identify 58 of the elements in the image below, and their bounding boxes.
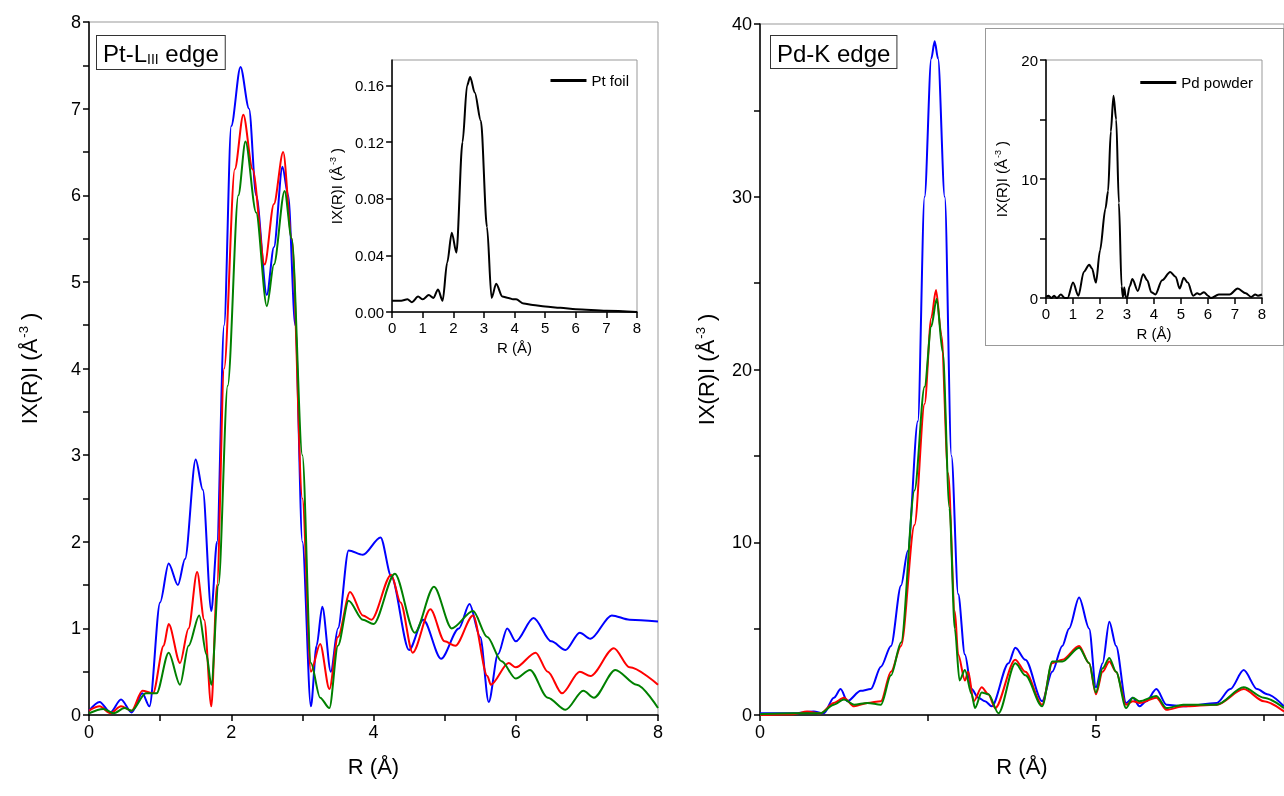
y-tick-label: 0.00 <box>354 303 385 321</box>
x-axis-title: R (Å) <box>996 753 1048 779</box>
y-tick-label: 5 <box>70 271 81 292</box>
y-axis-title: IX(R)I (Å-3) <box>16 312 42 425</box>
y-tick-label: 0.08 <box>354 190 385 208</box>
x-tick-label: 1 <box>1068 305 1078 323</box>
x-tick-label: 8 <box>632 319 642 337</box>
x-tick-label: 2 <box>449 319 458 337</box>
x-tick-label: 5 <box>1090 722 1101 742</box>
x-axis-title: R (Å) <box>1136 325 1172 342</box>
y-tick-label: 4 <box>70 358 81 379</box>
y-tick-label: 3 <box>70 445 81 466</box>
y-tick-label: 0 <box>70 705 81 725</box>
legend-label: Pd powder <box>1181 74 1254 91</box>
x-tick-label: 6 <box>510 722 521 742</box>
y-axis-title: IX(R)I (Å-3) <box>992 140 1010 218</box>
y-tick-label: 1 <box>70 618 81 639</box>
y-tick-label: 0 <box>741 705 752 725</box>
y-tick-label: 6 <box>70 185 81 206</box>
x-tick-label: 5 <box>540 319 550 337</box>
x-tick-label: 0 <box>754 722 766 742</box>
y-tick-label: 0 <box>1029 289 1038 307</box>
x-tick-label: 2 <box>1095 305 1105 323</box>
y-tick-label: 8 <box>70 12 81 32</box>
y-tick-label: 30 <box>731 186 752 207</box>
x-tick-label: 3 <box>479 319 489 337</box>
y-tick-label: 0.04 <box>354 246 385 264</box>
x-tick-label: 7 <box>1230 305 1240 323</box>
y-tick-label: 0.16 <box>354 76 385 94</box>
x-axis-title: R (Å) <box>497 339 533 356</box>
x-tick-label: 7 <box>602 319 611 337</box>
y-axis-title: IX(R)I (Å-3) <box>693 313 719 426</box>
y-axis-title: IX(R)I (Å-3) <box>327 147 345 225</box>
x-tick-label: 1 <box>418 319 427 337</box>
y-tick-label: 0.12 <box>354 133 385 151</box>
x-tick-label: 8 <box>652 722 664 742</box>
y-tick-label: 40 <box>731 14 752 34</box>
legend-label: Pt foil <box>591 72 629 89</box>
y-tick-label: 10 <box>731 532 752 553</box>
y-tick-label: 20 <box>731 359 752 380</box>
y-tick-label: 2 <box>70 531 81 552</box>
y-tick-label: 10 <box>1021 170 1038 188</box>
x-axis-title: R (Å) <box>347 753 400 779</box>
x-tick-label: 4 <box>1149 305 1159 323</box>
x-tick-label: 4 <box>510 319 519 337</box>
x-tick-label: 3 <box>1122 305 1132 323</box>
x-tick-label: 8 <box>1257 305 1267 323</box>
x-tick-label: 0 <box>387 319 397 337</box>
x-tick-label: 2 <box>226 722 237 742</box>
x-tick-label: 0 <box>83 722 95 742</box>
x-tick-label: 0 <box>1041 305 1051 323</box>
x-tick-label: 5 <box>1176 305 1186 323</box>
annotation: Pd-K edge <box>777 39 891 67</box>
y-tick-label: 20 <box>1021 51 1038 69</box>
x-tick-label: 6 <box>1203 305 1213 323</box>
x-tick-label: 6 <box>571 319 580 337</box>
annotation: Pt-LIII edge <box>103 40 219 67</box>
y-tick-label: 7 <box>70 98 81 119</box>
